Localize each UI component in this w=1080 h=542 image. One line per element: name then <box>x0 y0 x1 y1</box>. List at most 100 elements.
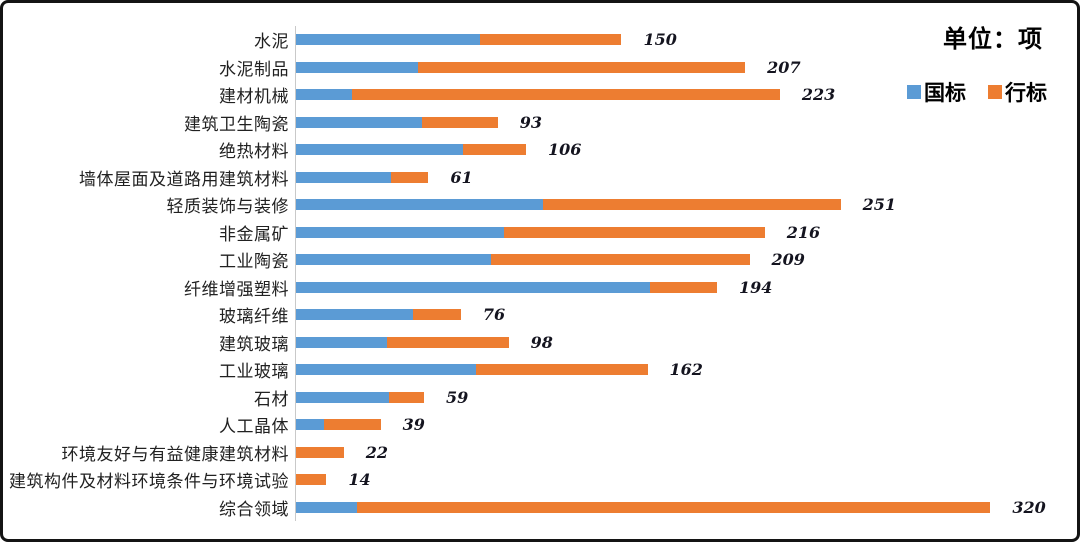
hangbiao-bar-segment <box>476 364 648 376</box>
bar-row: 水泥 150 <box>6 26 1066 54</box>
total-value-label: 207 <box>767 57 801 77</box>
total-value-label: 162 <box>669 360 703 380</box>
bar-track: 207 <box>295 53 1066 81</box>
hangbiao-bar-segment <box>324 419 381 431</box>
bar-track: 223 <box>295 81 1066 109</box>
category-label: 工业玻璃 <box>219 362 289 382</box>
legend-item-hangbiao: 行标 <box>988 77 1047 107</box>
bar-row: 综合领域 320 <box>6 493 1066 521</box>
hangbiao-bar-segment <box>352 89 780 101</box>
bar-row: 建材机械 223 <box>6 81 1066 109</box>
total-value-label: 216 <box>786 222 821 242</box>
bar-row: 环境友好与有益健康建筑材料 22 <box>6 438 1066 466</box>
bar-track: 150 <box>295 26 1066 54</box>
category-label: 水泥 <box>254 32 289 52</box>
guobiao-bar-segment <box>296 419 325 431</box>
unit-label: 单位：项 <box>943 26 1043 53</box>
bar-track: 320 <box>295 493 1066 521</box>
total-value-label: 106 <box>548 140 582 160</box>
total-value-label: 98 <box>530 332 553 352</box>
bar-row: 水泥制品 207 <box>6 53 1066 81</box>
bar-track: 209 <box>295 246 1066 274</box>
hangbiao-bar-segment <box>543 199 841 211</box>
bar-row: 轻质装饰与装修 251 <box>6 191 1066 219</box>
category-label: 建材机械 <box>219 87 289 107</box>
bar-row: 建筑构件及材料环境条件与环境试验 14 <box>6 466 1066 494</box>
hangbiao-bar-segment <box>480 34 622 46</box>
hangbiao-bar-segment <box>504 226 765 238</box>
category-label: 建筑构件及材料环境条件与环境试验 <box>9 472 289 492</box>
legend-item-guobiao: 国标 <box>907 77 966 107</box>
bar-row: 玻璃纤维 76 <box>6 301 1066 329</box>
hangbiao-bar-segment <box>491 254 750 266</box>
bar-track: 93 <box>295 108 1066 136</box>
total-value-label: 39 <box>402 415 425 435</box>
bar-row: 墙体屋面及道路用建筑材料 61 <box>6 163 1066 191</box>
guobiao-bar-segment <box>296 391 390 403</box>
bar-track: 194 <box>295 273 1066 301</box>
bar-row: 人工晶体 39 <box>6 411 1066 439</box>
bar-track: 76 <box>295 301 1066 329</box>
category-label: 建筑玻璃 <box>219 334 289 354</box>
bar-track: 14 <box>295 466 1066 494</box>
bar-track: 61 <box>295 163 1066 191</box>
total-value-label: 209 <box>771 250 805 270</box>
bar-row: 工业玻璃 162 <box>6 356 1066 384</box>
guobiao-bar-segment <box>296 144 464 156</box>
hangbiao-bar-segment <box>391 171 429 183</box>
category-label: 非金属矿 <box>219 224 289 244</box>
guobiao-bar-segment <box>296 61 418 73</box>
total-value-label: 14 <box>348 470 371 490</box>
legend-label-hangbiao: 行标 <box>1005 82 1047 105</box>
total-value-label: 76 <box>482 305 506 325</box>
category-label: 综合领域 <box>219 499 289 519</box>
bar-track: 106 <box>295 136 1066 164</box>
category-label: 工业陶瓷 <box>219 252 289 272</box>
total-value-label: 251 <box>862 195 897 215</box>
bar-row: 石材 59 <box>6 383 1066 411</box>
total-value-label: 320 <box>1012 497 1046 517</box>
hangbiao-bar-segment <box>356 501 991 513</box>
guobiao-bar-segment <box>296 364 477 376</box>
category-label: 水泥制品 <box>219 59 289 79</box>
guobiao-bar-segment <box>296 34 481 46</box>
guobiao-bar-segment <box>296 199 544 211</box>
bar-track: 216 <box>295 218 1066 246</box>
total-value-label: 22 <box>365 442 388 462</box>
hangbiao-bar-segment <box>389 391 425 403</box>
hangbiao-bar-segment <box>463 144 526 156</box>
guobiao-bar-segment <box>296 501 357 513</box>
hangbiao-bar-segment <box>421 116 498 128</box>
bar-track: 98 <box>295 328 1066 356</box>
category-label: 轻质装饰与装修 <box>166 197 289 217</box>
bar-track: 251 <box>295 191 1066 219</box>
bar-track: 59 <box>295 383 1066 411</box>
hangbiao-bar-segment <box>296 446 344 458</box>
legend-swatch-hangbiao-icon <box>988 85 1002 99</box>
hangbiao-bar-segment <box>296 474 327 486</box>
bar-track: 22 <box>295 438 1066 466</box>
total-value-label: 59 <box>446 387 469 407</box>
bar-row: 建筑卫生陶瓷 93 <box>6 108 1066 136</box>
bar-row: 绝热材料 106 <box>6 136 1066 164</box>
hangbiao-bar-segment <box>413 309 461 321</box>
category-label: 建筑卫生陶瓷 <box>184 114 289 134</box>
category-label: 环境友好与有益健康建筑材料 <box>61 444 289 464</box>
guobiao-bar-segment <box>296 226 505 238</box>
guobiao-bar-segment <box>296 116 422 128</box>
guobiao-bar-segment <box>296 89 353 101</box>
total-value-label: 150 <box>643 30 677 50</box>
category-label: 绝热材料 <box>219 142 289 162</box>
category-label: 纤维增强塑料 <box>184 279 289 299</box>
bar-track: 39 <box>295 411 1066 439</box>
total-value-label: 194 <box>738 277 773 297</box>
total-value-label: 61 <box>450 167 473 187</box>
category-label: 墙体屋面及道路用建筑材料 <box>79 169 289 189</box>
bar-row: 非金属矿 216 <box>6 218 1066 246</box>
category-label: 玻璃纤维 <box>219 307 289 327</box>
bar-row: 建筑玻璃 98 <box>6 328 1066 356</box>
total-value-label: 93 <box>519 112 543 132</box>
hangbiao-bar-segment <box>649 281 717 293</box>
total-value-label: 223 <box>801 85 836 105</box>
